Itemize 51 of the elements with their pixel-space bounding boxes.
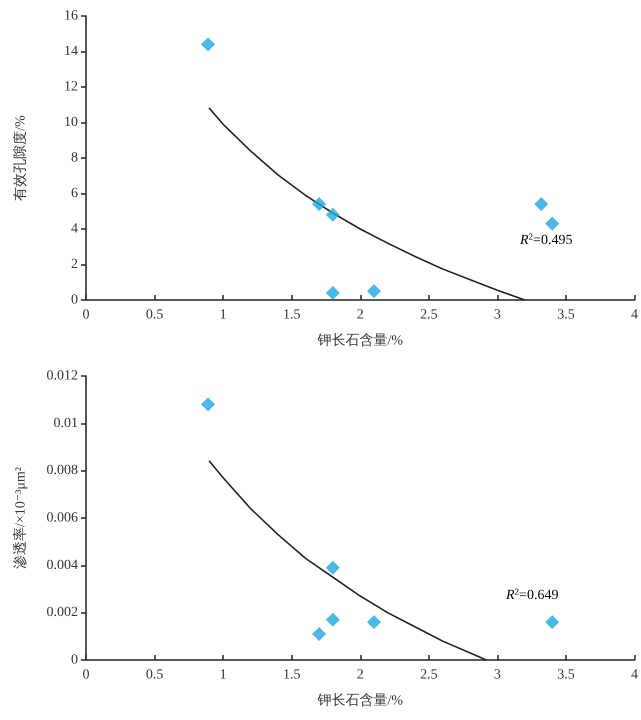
point [326,560,340,575]
x-tick-label: 1.5 [282,668,300,682]
x-tick-label: 2.5 [420,668,438,682]
point [366,284,381,298]
x-tick-label: 3.5 [557,668,575,682]
y-tick-label: 2 [71,257,78,272]
point [312,626,326,641]
y-tick-label: 0 [71,652,78,668]
point [326,612,340,627]
y-tick-label: 0 [71,292,78,308]
y-tick-label: 12 [64,80,78,94]
x-axis-title: 钾长石含量/% [316,692,404,708]
x-tick-label: 0.5 [146,308,164,322]
y-tick-label: 8 [71,150,78,166]
x-tick-label: 0.5 [146,668,164,682]
y-tick-label: 6 [71,186,78,201]
point [326,286,340,300]
x-tick-label: 1 [220,308,227,322]
x-tick-label: 2.5 [420,308,438,322]
point [326,208,340,222]
x-tick-label: 3 [494,668,501,682]
point [545,615,560,630]
y-tick-label: 10 [64,115,78,130]
x-tick-label: 4 [631,668,638,682]
point [545,216,560,231]
x-tick-label: 4 [631,308,638,322]
x-tick-label: 1.5 [282,308,300,322]
x-tick-label: 0 [82,308,90,322]
x-tick-label: 2 [356,668,364,682]
x-tick-label: 2 [356,308,364,322]
y-tick-label: 16 [64,8,78,24]
point [201,37,216,52]
y-tick-label: 0.004 [46,558,78,573]
y-tick-label: 0.012 [46,368,78,384]
point [312,197,326,212]
x-tick-label: 3.5 [557,308,575,322]
y-tick-label: 0.01 [54,416,78,431]
y-tick-label: 14 [64,44,78,59]
point [534,197,548,212]
x-tick-label: 3 [494,308,501,322]
y-axis-title: 渗透率/×10⁻³μm² [12,467,28,569]
x-tick-label: 1 [220,668,227,682]
y-tick-label: 0.002 [46,605,78,620]
x-axis-title: 钾长石含量/% [316,332,404,348]
y-tick-label: 0.008 [46,463,78,478]
y-tick-label: 0.006 [46,510,78,526]
point [366,615,381,630]
point [201,397,216,412]
y-tick-label: 4 [71,222,78,236]
y-axis-title: 有效孔隙度/% [12,114,28,201]
x-tick-label: 0 [82,668,90,682]
